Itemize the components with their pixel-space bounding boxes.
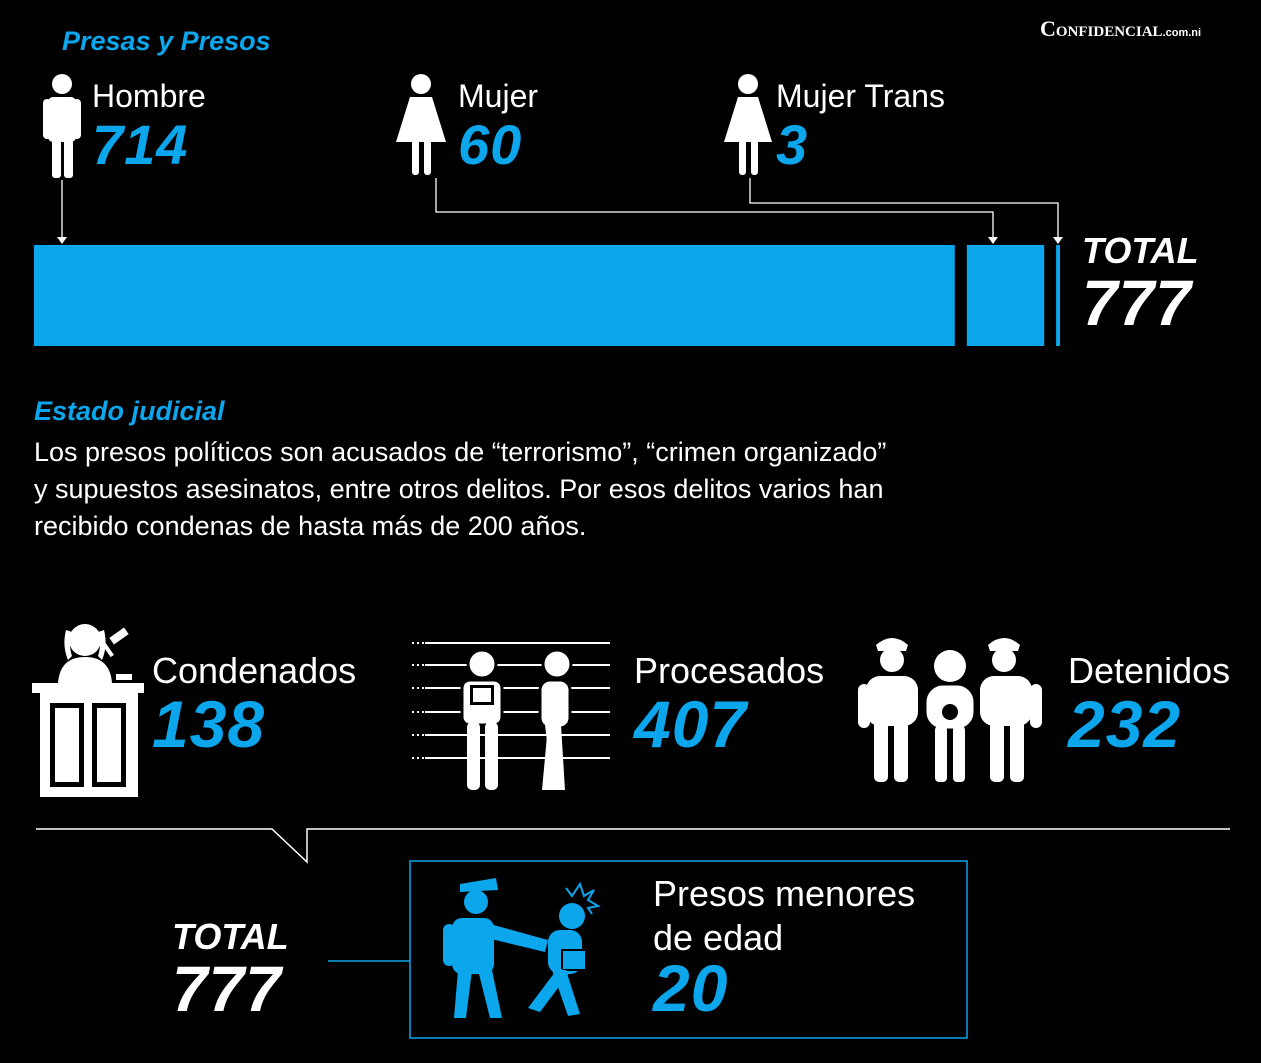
label-detenidos: Detenidos (1068, 650, 1231, 691)
connector-arrows (57, 237, 1063, 244)
bar-segment-hombre (34, 245, 955, 346)
judge-icon (32, 624, 144, 797)
paragraph-line: recibido condenas de hasta más de 200 añ… (34, 511, 587, 541)
bar-total-label: TOTAL (1082, 230, 1199, 271)
alert-burst-icon (565, 881, 601, 915)
label-mujer: Mujer (458, 78, 539, 114)
label-hombre: Hombre (92, 78, 206, 114)
bar-segment-mujer-trans (1056, 245, 1060, 346)
label-condenados: Condenados (152, 650, 357, 691)
section-title-presos: Presas y Presos (62, 26, 271, 56)
bar-segment-mujer (966, 245, 1045, 346)
paragraph-line: Los presos políticos son acusados de “te… (34, 437, 887, 467)
paragraph-estado: Los presos políticos son acusados de “te… (34, 434, 1034, 545)
police-minor-icon (443, 878, 587, 1018)
label-menores: Presos menores de edad (653, 872, 915, 960)
value-mujer-trans: 3 (776, 113, 809, 176)
value-detenidos: 232 (1068, 687, 1182, 761)
woman-icon (396, 74, 446, 175)
connector-lines (61, 178, 1059, 240)
value-menores: 20 (653, 951, 729, 1025)
status-total-value: 777 (172, 953, 282, 1025)
lineup-icon (412, 642, 610, 790)
value-procesados: 407 (634, 687, 748, 761)
label-mujer-trans: Mujer Trans (776, 78, 945, 114)
minors-box (409, 860, 968, 1039)
label-menores-line1: Presos menores (653, 873, 916, 914)
label-menores-line2: de edad (653, 917, 784, 958)
paragraph-line: y supuestos asesinatos, entre otros deli… (34, 474, 884, 504)
bar-total-value: 777 (1082, 267, 1192, 339)
stacked-bar (34, 245, 1060, 346)
man-icon (43, 74, 81, 178)
trans-woman-icon (724, 74, 772, 175)
label-procesados: Procesados (634, 650, 825, 691)
value-mujer: 60 (458, 113, 523, 176)
arrest-icon (858, 638, 1042, 782)
status-total-label: TOTAL (172, 916, 289, 957)
value-condenados: 138 (152, 687, 266, 761)
brand-logo: Confidencial.com.ni (1040, 16, 1202, 41)
section-title-estado: Estado judicial (34, 396, 225, 426)
divider-notch (36, 828, 1230, 864)
value-hombre: 714 (92, 113, 189, 176)
